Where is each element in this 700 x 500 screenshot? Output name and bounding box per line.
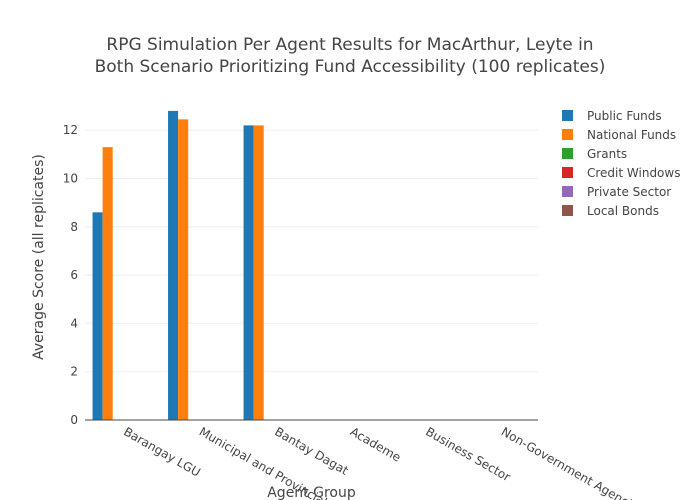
legend-swatch bbox=[562, 148, 573, 159]
bar-public-funds-1[interactable] bbox=[168, 110, 179, 421]
legend-label: Credit Windows bbox=[587, 165, 681, 180]
y-tick-label: 2 bbox=[70, 365, 78, 379]
legend-item-public-funds[interactable]: Public Funds bbox=[560, 106, 700, 125]
legend-item-grants[interactable]: Grants bbox=[560, 144, 700, 163]
bar-national-funds-2[interactable] bbox=[253, 125, 264, 421]
legend-swatch bbox=[562, 205, 573, 216]
x-tick-label: Academe bbox=[348, 424, 404, 464]
legend-swatch bbox=[562, 186, 573, 197]
y-axis-title: Average Score (all replicates) bbox=[31, 154, 47, 360]
legend-label: Local Bonds bbox=[587, 203, 659, 218]
y-tick-label: 10 bbox=[63, 172, 78, 186]
x-tick-label: Non-Government Agencies bbox=[499, 424, 646, 500]
legend-item-local-bonds[interactable]: Local Bonds bbox=[560, 201, 700, 220]
y-tick-label: 12 bbox=[63, 123, 78, 137]
legend-swatch bbox=[562, 129, 573, 140]
legend-label: Private Sector bbox=[587, 184, 672, 199]
chart-title-line-2: Both Scenario Prioritizing Fund Accessib… bbox=[94, 57, 606, 77]
gridlines bbox=[85, 129, 538, 373]
legend-item-national-funds[interactable]: National Funds bbox=[560, 125, 700, 144]
y-tick-label: 6 bbox=[70, 268, 78, 282]
legend-label: Grants bbox=[587, 146, 628, 161]
y-tick-label: 0 bbox=[70, 413, 78, 427]
legend-swatch bbox=[562, 110, 573, 121]
chart-legend: Public Funds National Funds Grants Credit W… bbox=[560, 106, 700, 220]
y-tick-label: 8 bbox=[70, 220, 78, 234]
bar-public-funds-0[interactable] bbox=[92, 212, 103, 420]
legend-swatch bbox=[562, 167, 573, 178]
bar-public-funds-2[interactable] bbox=[243, 125, 254, 421]
chart-title-line-1: RPG Simulation Per Agent Results for Mac… bbox=[106, 35, 594, 55]
bar-national-funds-1[interactable] bbox=[178, 119, 189, 420]
legend-label: National Funds bbox=[587, 127, 677, 142]
x-tick-label: Business Sector bbox=[423, 424, 513, 484]
x-tick-label: Barangay LGU bbox=[121, 424, 203, 479]
legend-item-private-sector[interactable]: Private Sector bbox=[560, 182, 700, 201]
y-tick-label: 4 bbox=[70, 316, 78, 330]
legend-label: Public Funds bbox=[587, 108, 662, 123]
bars bbox=[92, 110, 264, 421]
legend-item-credit-windows[interactable]: Credit Windows bbox=[560, 163, 700, 182]
bar-national-funds-0[interactable] bbox=[102, 147, 113, 421]
x-axis-title: Agent Group bbox=[267, 485, 356, 500]
